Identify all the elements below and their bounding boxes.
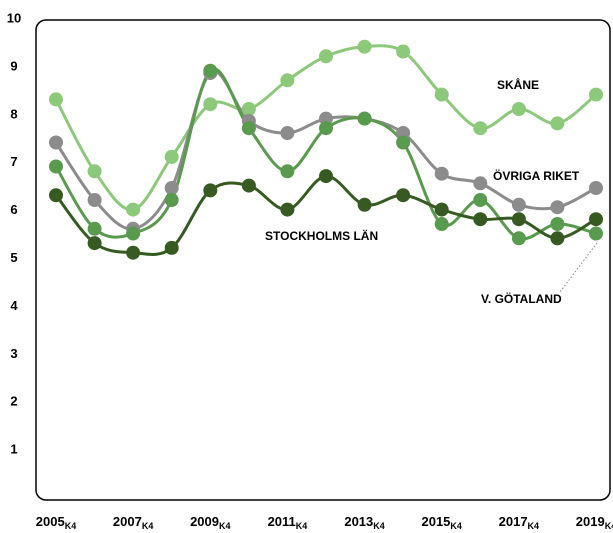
data-point-stockholms-län — [280, 202, 295, 217]
data-point-v-götaland — [164, 193, 179, 207]
data-point-stockholms-län — [357, 197, 372, 212]
data-point-v-götaland — [280, 164, 295, 179]
data-point-skåne — [473, 121, 488, 136]
data-point-stockholms-län — [550, 231, 565, 246]
data-point-v-götaland — [49, 159, 63, 174]
data-point-stockholms-län — [87, 236, 102, 251]
data-point-v-götaland — [241, 121, 256, 136]
v-gotaland-leader-line — [559, 242, 598, 293]
data-point-skåne — [319, 49, 333, 64]
x-tick-label: 2005K4 — [36, 514, 76, 531]
data-point-v-götaland — [434, 217, 449, 231]
x-axis-ticks: 2005K4 2007K4 2009K4 2011K4 2013K4 2015K4 2017… — [36, 514, 613, 531]
data-point-övriga-riket — [164, 181, 179, 195]
data-point-v-götaland — [87, 221, 102, 236]
data-point-skåne — [203, 97, 218, 112]
y-tick-label: 3 — [10, 346, 17, 361]
data-point-stockholms-län — [589, 212, 603, 227]
x-tick-label: 2017K4 — [499, 514, 539, 531]
data-point-skåne — [357, 39, 372, 54]
data-point-stockholms-län — [319, 169, 333, 184]
data-point-övriga-riket — [319, 111, 333, 126]
data-point-övriga-riket — [589, 181, 603, 195]
data-point-v-götaland — [589, 226, 603, 241]
data-point-övriga-riket — [87, 193, 102, 207]
data-point-övriga-riket — [473, 176, 488, 191]
data-point-skåne — [550, 116, 565, 131]
data-point-stockholms-län — [511, 212, 526, 227]
series-line-övriga-riket — [54, 69, 598, 231]
data-point-skåne — [280, 73, 295, 88]
y-tick-label: 6 — [10, 202, 17, 217]
data-point-skåne — [87, 164, 102, 179]
data-point-v-götaland — [319, 121, 333, 136]
x-tick-label: 2007K4 — [113, 514, 153, 531]
y-tick-label: 5 — [10, 250, 17, 265]
data-point-stockholms-län — [126, 245, 141, 260]
x-tick-label: 2009K4 — [190, 514, 230, 531]
data-point-v-götaland — [550, 217, 565, 231]
data-point-skåne — [241, 102, 256, 116]
y-tick-label: 4 — [10, 298, 18, 313]
data-point-v-götaland — [473, 193, 488, 207]
data-point-skåne — [49, 92, 63, 107]
series-label-ovriga-riket: ÖVRIGA RIKET — [493, 168, 580, 183]
y-tick-label: 9 — [10, 58, 17, 73]
data-point-stockholms-län — [164, 240, 179, 255]
data-point-skåne — [126, 202, 141, 217]
series-points — [49, 39, 603, 260]
y-tick-label: 2 — [10, 394, 17, 409]
data-point-v-götaland — [203, 63, 218, 78]
plot-frame — [35, 19, 611, 501]
data-point-v-götaland — [357, 111, 372, 126]
y-tick-label: 8 — [10, 106, 17, 121]
y-tick-label: 7 — [10, 154, 17, 169]
data-point-skåne — [589, 87, 603, 102]
data-point-stockholms-län — [434, 202, 449, 217]
data-point-skåne — [396, 44, 411, 59]
series-label-v-gotaland: V. GÖTALAND — [481, 291, 562, 306]
x-tick-label: 2019K4 — [576, 514, 613, 531]
data-point-stockholms-län — [203, 183, 218, 198]
data-point-övriga-riket — [511, 197, 526, 212]
x-tick-label: 2013K4 — [344, 514, 384, 531]
y-axis-ticks: 1 2 3 4 5 6 7 8 9 10 — [7, 11, 21, 457]
data-point-skåne — [511, 102, 526, 116]
x-tick-label: 2011K4 — [268, 514, 308, 531]
series-label-skane: SKÅNE — [497, 77, 539, 92]
data-point-övriga-riket — [550, 200, 565, 215]
data-point-övriga-riket — [434, 166, 449, 181]
x-tick-label: 2015K4 — [421, 514, 461, 531]
y-tick-label: 1 — [10, 442, 17, 457]
data-point-övriga-riket — [280, 126, 295, 140]
data-point-v-götaland — [126, 226, 141, 241]
data-point-stockholms-län — [473, 212, 488, 227]
data-point-skåne — [164, 149, 179, 164]
data-point-v-götaland — [511, 231, 526, 246]
y-tick-label: 10 — [7, 11, 21, 26]
data-point-v-götaland — [396, 135, 411, 150]
data-point-skåne — [434, 87, 449, 102]
data-point-övriga-riket — [49, 135, 63, 150]
series-label-stockholms-lan: STOCKHOLMS LÄN — [265, 228, 378, 243]
data-point-stockholms-län — [49, 188, 63, 203]
data-point-stockholms-län — [241, 178, 256, 193]
data-point-stockholms-län — [396, 188, 411, 203]
